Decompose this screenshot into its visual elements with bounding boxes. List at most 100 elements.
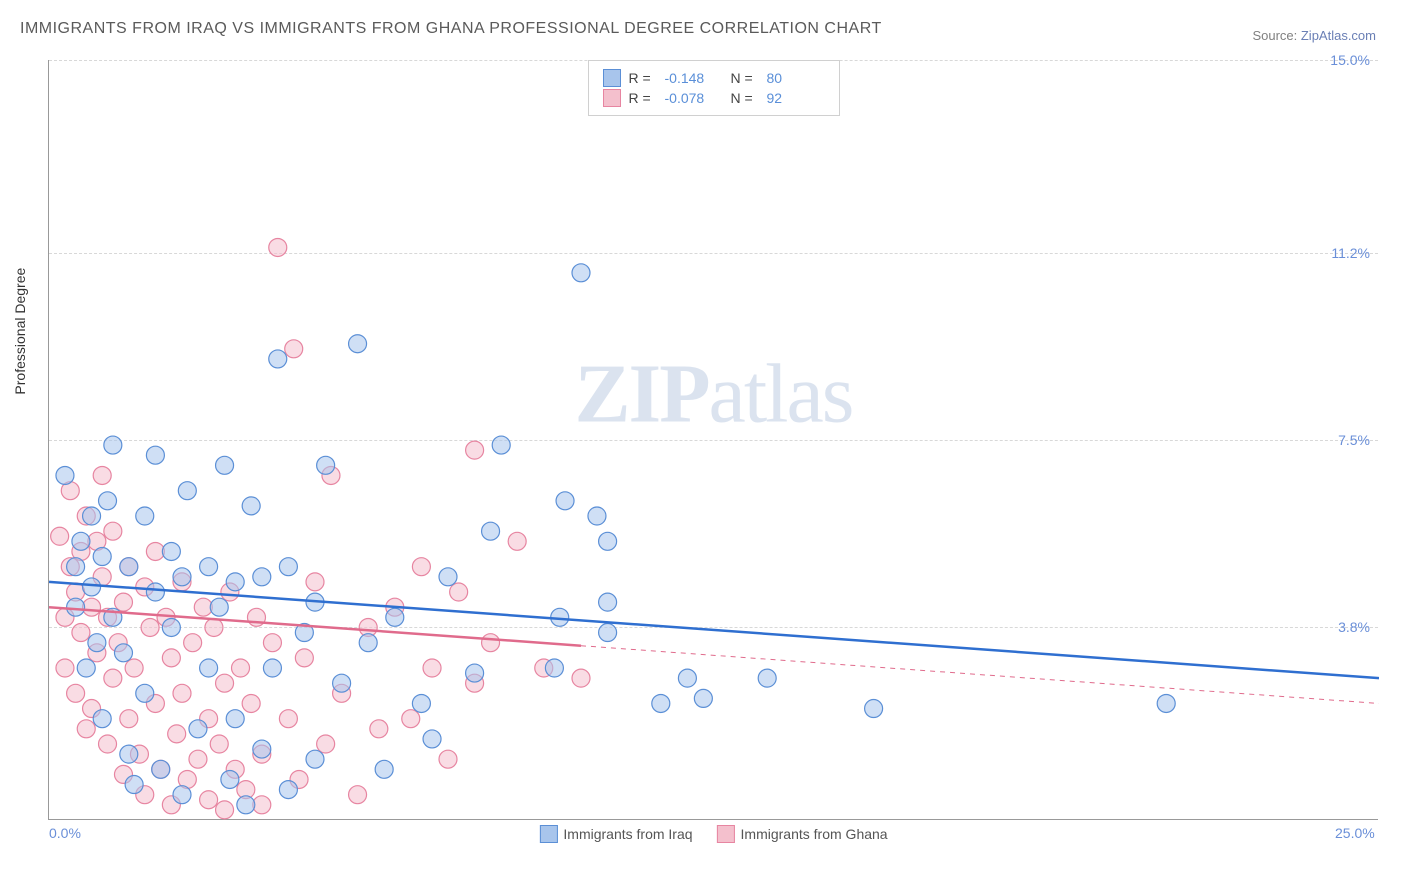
scatter-point [162, 542, 180, 560]
scatter-point [67, 558, 85, 576]
scatter-point [349, 335, 367, 353]
scatter-point [104, 522, 122, 540]
source-attribution: Source: ZipAtlas.com [1252, 28, 1376, 43]
scatter-point [599, 624, 617, 642]
chart-container: Professional Degree ZIPatlas R = -0.148 … [48, 60, 1378, 840]
scatter-point [168, 725, 186, 743]
scatter-point [306, 750, 324, 768]
scatter-point [125, 776, 143, 794]
scatter-point [67, 684, 85, 702]
scatter-point [216, 674, 234, 692]
scatter-point [279, 710, 297, 728]
scatter-point [221, 770, 239, 788]
x-tick-label: 0.0% [49, 825, 81, 841]
scatter-point [205, 618, 223, 636]
scatter-point [412, 694, 430, 712]
plot-area: ZIPatlas R = -0.148 N = 80 R = -0.078 N … [48, 60, 1378, 820]
scatter-point [269, 238, 287, 256]
legend-correlation-box: R = -0.148 N = 80 R = -0.078 N = 92 [588, 60, 840, 116]
legend-item-1: Immigrants from Iraq [539, 825, 692, 843]
scatter-point [285, 340, 303, 358]
scatter-point [423, 659, 441, 677]
r-value-2: -0.078 [665, 90, 723, 106]
scatter-plot-svg [49, 60, 1379, 820]
scatter-point [402, 710, 420, 728]
scatter-point [1157, 694, 1175, 712]
scatter-point [194, 598, 212, 616]
scatter-point [572, 669, 590, 687]
scatter-point [317, 735, 335, 753]
scatter-point [125, 659, 143, 677]
scatter-point [189, 750, 207, 768]
swatch-series-1 [603, 69, 621, 87]
scatter-point [263, 634, 281, 652]
scatter-point [184, 634, 202, 652]
scatter-point [162, 649, 180, 667]
scatter-point [263, 659, 281, 677]
scatter-point [72, 624, 90, 642]
scatter-point [51, 527, 69, 545]
scatter-point [253, 796, 271, 814]
scatter-point [210, 735, 228, 753]
scatter-point [269, 350, 287, 368]
scatter-point [466, 441, 484, 459]
scatter-point [482, 634, 500, 652]
scatter-point [482, 522, 500, 540]
scatter-point [253, 740, 271, 758]
scatter-point [146, 446, 164, 464]
scatter-point [77, 659, 95, 677]
scatter-point [200, 558, 218, 576]
scatter-point [99, 492, 117, 510]
scatter-point [232, 659, 250, 677]
series-name-2: Immigrants from Ghana [741, 826, 888, 842]
scatter-point [88, 634, 106, 652]
scatter-point [83, 578, 101, 596]
scatter-point [120, 558, 138, 576]
scatter-point [136, 684, 154, 702]
scatter-point [72, 532, 90, 550]
r-label: R = [629, 70, 657, 86]
source-prefix: Source: [1252, 28, 1300, 43]
scatter-point [83, 598, 101, 616]
scatter-point [466, 664, 484, 682]
scatter-point [450, 583, 468, 601]
scatter-point [104, 669, 122, 687]
scatter-point [556, 492, 574, 510]
scatter-point [599, 593, 617, 611]
n-label: N = [731, 70, 759, 86]
scatter-point [545, 659, 563, 677]
scatter-point [200, 659, 218, 677]
scatter-point [83, 507, 101, 525]
scatter-point [141, 618, 159, 636]
r-value-1: -0.148 [665, 70, 723, 86]
scatter-point [370, 720, 388, 738]
legend-row-series-1: R = -0.148 N = 80 [603, 69, 825, 87]
scatter-point [508, 532, 526, 550]
x-tick-label: 25.0% [1335, 825, 1375, 841]
n-label: N = [731, 90, 759, 106]
swatch-bottom-2 [717, 825, 735, 843]
scatter-point [588, 507, 606, 525]
scatter-point [253, 568, 271, 586]
n-value-1: 80 [767, 70, 825, 86]
scatter-point [333, 674, 351, 692]
scatter-point [439, 568, 457, 586]
scatter-point [210, 598, 228, 616]
scatter-point [865, 700, 883, 718]
trend-line-solid [49, 607, 581, 646]
scatter-point [237, 796, 255, 814]
source-link[interactable]: ZipAtlas.com [1301, 28, 1376, 43]
scatter-point [678, 669, 696, 687]
scatter-point [423, 730, 441, 748]
scatter-point [295, 649, 313, 667]
scatter-point [279, 781, 297, 799]
scatter-point [216, 801, 234, 819]
scatter-point [136, 507, 154, 525]
scatter-point [114, 644, 132, 662]
y-axis-label: Professional Degree [12, 268, 28, 395]
scatter-point [146, 583, 164, 601]
scatter-point [439, 750, 457, 768]
scatter-point [173, 684, 191, 702]
swatch-bottom-1 [539, 825, 557, 843]
scatter-point [226, 710, 244, 728]
